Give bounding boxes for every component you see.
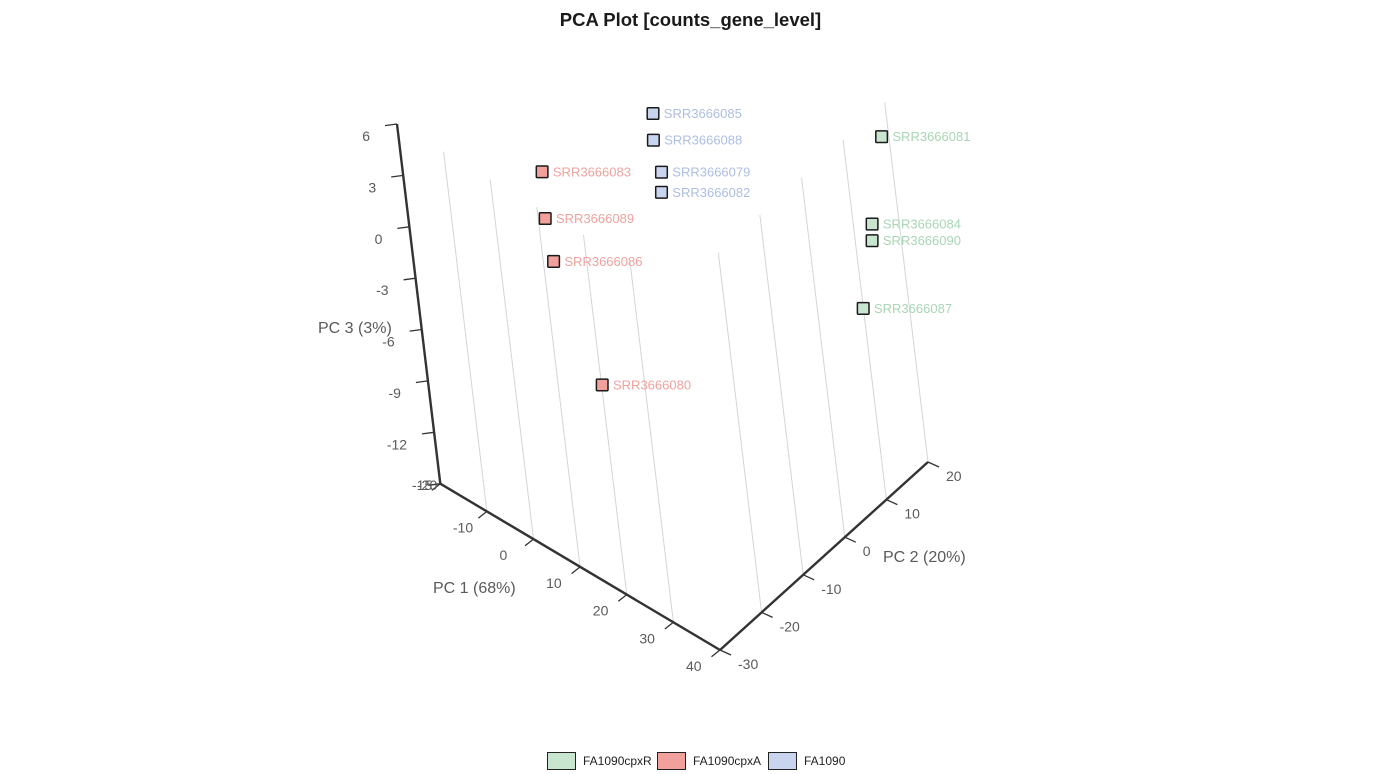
svg-text:3: 3 [368, 179, 376, 195]
svg-text:SRR3666085: SRR3666085 [664, 106, 742, 121]
svg-text:-12: -12 [387, 436, 407, 452]
svg-text:SRR3666090: SRR3666090 [883, 233, 961, 248]
svg-text:SRR3666089: SRR3666089 [556, 211, 634, 226]
svg-text:30: 30 [639, 630, 655, 646]
svg-text:PC 3 (3%): PC 3 (3%) [318, 320, 392, 337]
svg-text:PC 2 (20%): PC 2 (20%) [883, 549, 966, 566]
svg-text:0: 0 [375, 231, 383, 247]
svg-text:-10: -10 [821, 581, 841, 597]
svg-text:20: 20 [946, 468, 962, 484]
svg-text:6: 6 [362, 128, 370, 144]
svg-text:-9: -9 [388, 385, 401, 401]
svg-text:SRR3666080: SRR3666080 [613, 377, 691, 392]
svg-text:-15: -15 [412, 477, 432, 493]
svg-text:0: 0 [500, 547, 508, 563]
svg-text:10: 10 [546, 575, 562, 591]
svg-text:SRR3666084: SRR3666084 [883, 217, 961, 232]
svg-text:SRR3666079: SRR3666079 [672, 165, 750, 180]
svg-text:-20: -20 [780, 618, 800, 634]
svg-text:20: 20 [593, 603, 609, 619]
svg-text:40: 40 [686, 658, 702, 674]
svg-text:-3: -3 [376, 282, 389, 298]
svg-text:SRR3666087: SRR3666087 [874, 301, 952, 316]
svg-text:SRR3666086: SRR3666086 [564, 254, 642, 269]
svg-text:SRR3666082: SRR3666082 [672, 185, 750, 200]
svg-text:SRR3666083: SRR3666083 [553, 164, 631, 179]
svg-text:SRR3666081: SRR3666081 [892, 129, 970, 144]
svg-text:-30: -30 [738, 656, 758, 672]
svg-text:0: 0 [863, 543, 871, 559]
svg-text:SRR3666088: SRR3666088 [664, 133, 742, 148]
svg-text:-10: -10 [453, 519, 473, 535]
svg-text:10: 10 [904, 506, 920, 522]
svg-text:PC 1 (68%): PC 1 (68%) [433, 580, 516, 597]
